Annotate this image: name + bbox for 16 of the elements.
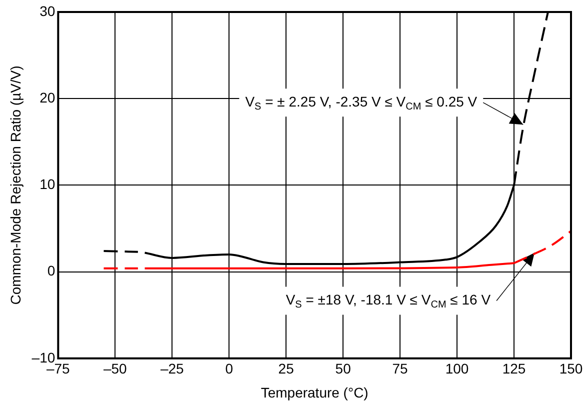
x-axis-title: Temperature (°C) bbox=[260, 384, 368, 400]
x-tick-label: 25 bbox=[278, 360, 294, 377]
y-tick-label: 20 bbox=[40, 89, 56, 106]
x-tick-label: 125 bbox=[502, 360, 526, 377]
x-tick-label: 150 bbox=[559, 360, 583, 377]
y-axis-title: Common-Mode Rejection Ratio (µV/V) bbox=[7, 66, 24, 305]
y-tick-label: 10 bbox=[40, 176, 56, 192]
x-tick-label: 50 bbox=[335, 360, 352, 377]
x-tick-label: 75 bbox=[392, 360, 408, 377]
y-tick-label: 30 bbox=[40, 2, 56, 19]
x-tick-label: –25 bbox=[160, 360, 184, 377]
y-tick-label: –10 bbox=[32, 349, 56, 366]
y-tick-label: 0 bbox=[47, 262, 56, 279]
x-tick-label: 0 bbox=[225, 360, 234, 377]
x-tick-label: 100 bbox=[445, 360, 469, 377]
x-tick-label: –50 bbox=[103, 360, 128, 377]
